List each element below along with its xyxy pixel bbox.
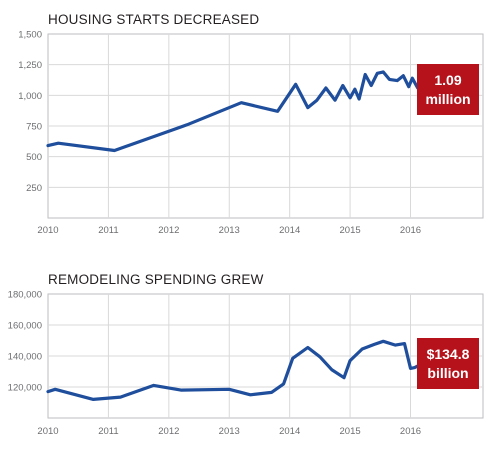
x-tick-label: 2010 [37,426,58,437]
y-tick-label: 1,000 [18,91,42,102]
callout-value: 1.09 [434,72,461,88]
x-tick-label: 2010 [37,225,58,236]
callout-unit: million [425,91,470,107]
y-tick-label: 500 [26,152,42,163]
callout-unit: billion [427,365,468,381]
x-tick-label: 2016 [400,426,421,437]
x-tick-label: 2014 [279,426,300,437]
callout-value: $134.8 [427,346,470,362]
x-tick-label: 2015 [340,426,361,437]
y-tick-label: 120,000 [8,383,42,394]
y-tick-label: 1,500 [18,30,42,41]
value-callout-box [417,64,479,115]
chart-title: REMODELING SPENDING GREW [48,272,264,287]
x-tick-label: 2013 [219,426,240,437]
remodeling-spending-chart: REMODELING SPENDING GREW 120,000 140,000 16… [8,272,484,437]
x-tick-label: 2013 [219,225,240,236]
y-tick-label: 750 [26,122,42,133]
x-tick-label: 2011 [98,225,118,236]
series-line [46,339,423,401]
y-tick-label: 1,250 [18,60,42,71]
x-tick-label: 2015 [340,225,361,236]
value-callout-box [417,338,479,389]
y-tick-label: 180,000 [8,290,42,301]
x-tick-label: 2011 [98,426,118,437]
y-tick-label: 140,000 [8,352,42,363]
y-tick-label: 250 [26,183,42,194]
y-tick-label: 160,000 [8,321,42,332]
x-tick-label: 2012 [158,225,179,236]
x-tick-label: 2014 [279,225,300,236]
housing-starts-chart: HOUSING STARTS DECREASED 250 500 750 1,000 1,… [18,12,484,236]
chart-title: HOUSING STARTS DECREASED [48,12,259,27]
series-line [46,70,426,153]
x-tick-label: 2016 [400,225,421,236]
x-tick-label: 2012 [158,426,179,437]
